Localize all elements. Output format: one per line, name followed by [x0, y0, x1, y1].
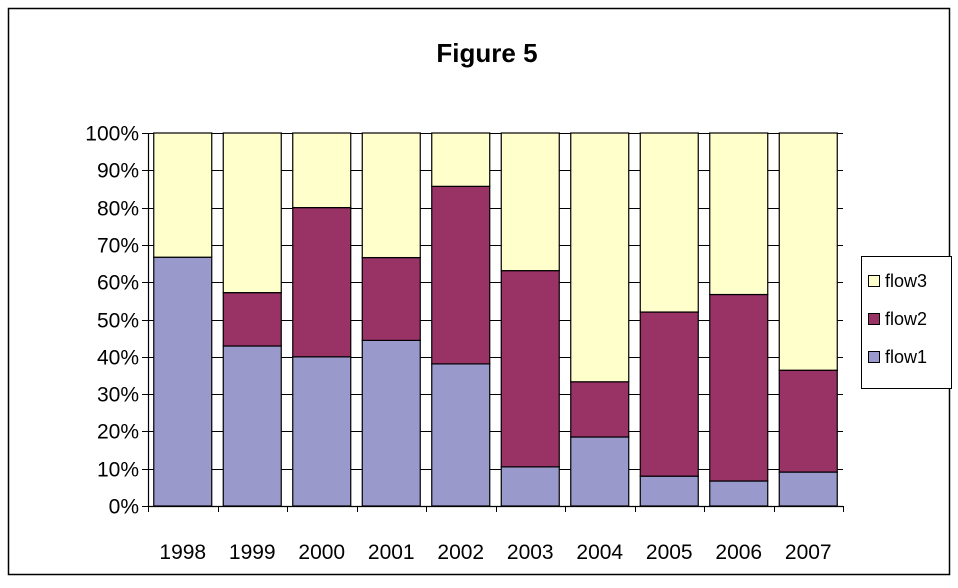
y-tick-label: 50%: [97, 310, 139, 333]
bar-flow2-2006: [709, 293, 769, 482]
bar-flow1-2003: [500, 466, 560, 507]
bar-flow1-2004: [570, 436, 630, 507]
bar-flow2-2003: [500, 270, 560, 468]
bar-flow2-2007: [778, 369, 838, 473]
bar-flow2-2004: [570, 381, 630, 438]
y-tick-labels: 0% 10% 20% 30% 40% 50% 60% 70% 80% 90% 100%: [85, 123, 139, 519]
x-tick-label: 2004: [576, 541, 623, 564]
y-tick-label: 30%: [97, 384, 139, 407]
bar-flow3-2007: [778, 132, 838, 371]
bar-flow3-2002: [431, 132, 491, 187]
y-tick-label: 60%: [97, 272, 139, 295]
legend-swatch-flow1: [868, 351, 880, 363]
x-tick-label: 1998: [159, 541, 206, 564]
legend-label-flow2: flow2: [885, 309, 927, 329]
y-tick-label: 40%: [97, 347, 139, 370]
bar-flow1-1998: [153, 256, 213, 507]
bar-flow2-2000: [292, 207, 352, 358]
bar-flow2-2005: [639, 311, 699, 477]
x-tick-label: 1999: [229, 541, 276, 564]
bar-flow1-2002: [431, 363, 491, 507]
bar-flow3-2001: [361, 132, 421, 259]
x-tick-label: 2001: [368, 541, 415, 564]
legend-swatch-flow3: [868, 275, 880, 287]
y-tick-label: 0%: [109, 496, 139, 519]
bar-flow1-2000: [292, 356, 352, 507]
bar-flow3-2005: [639, 132, 699, 313]
bar-flow3-2004: [570, 132, 630, 383]
bar-flow1-2007: [778, 471, 838, 507]
legend: flow3 flow2 flow1: [861, 256, 952, 389]
bar-flow2-2001: [361, 256, 421, 341]
bar-flow2-2002: [431, 185, 491, 365]
legend-label-flow1: flow1: [885, 347, 927, 367]
bar-flow3-2000: [292, 132, 352, 209]
x-tick-label: 2005: [646, 541, 693, 564]
y-tick-label: 90%: [97, 160, 139, 183]
y-tick-label: 70%: [97, 235, 139, 258]
bar-flow1-2005: [639, 475, 699, 507]
x-tick-label: 2003: [507, 541, 554, 564]
axes: [142, 133, 844, 512]
bar-flow3-1998: [153, 132, 213, 258]
legend-swatch-flow2: [868, 313, 880, 325]
bar-flow1-2006: [709, 480, 769, 507]
x-tick-label: 2007: [785, 541, 832, 564]
bar-flow1-2001: [361, 339, 421, 507]
bar-flow3-2006: [709, 132, 769, 296]
y-tick-label: 80%: [97, 198, 139, 221]
x-tick-label: 2000: [298, 541, 345, 564]
y-tick-label: 20%: [97, 421, 139, 444]
bars: [153, 132, 838, 507]
bar-flow2-1999: [222, 292, 282, 347]
y-tick-label: 10%: [97, 459, 139, 482]
bar-flow3-2003: [500, 132, 560, 272]
y-tick-label: 100%: [85, 123, 139, 146]
bar-flow3-1999: [222, 132, 282, 294]
chart-title: Figure 5: [436, 38, 537, 68]
legend-label-flow3: flow3: [885, 271, 927, 291]
x-tick-labels: 1998 1999 2000 2001 2002 2003 2004 2005 2006 2007: [159, 541, 831, 564]
x-tick-label: 2006: [715, 541, 762, 564]
x-tick-label: 2002: [437, 541, 484, 564]
bar-flow1-1999: [222, 345, 282, 507]
